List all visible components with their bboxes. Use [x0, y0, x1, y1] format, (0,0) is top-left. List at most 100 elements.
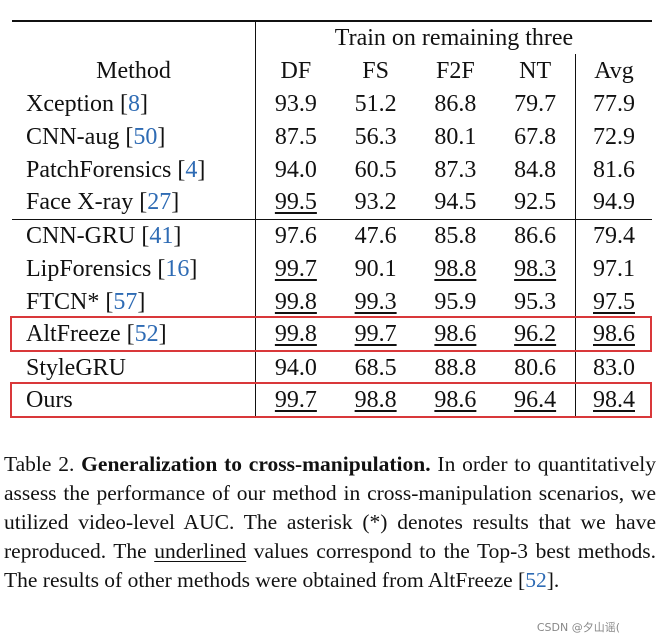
value: 96.4 — [514, 387, 557, 413]
value-cell: 90.1 — [336, 252, 416, 285]
group-header: Train on remaining three — [334, 25, 574, 51]
value: 98.8 — [434, 255, 477, 282]
citation-link[interactable]: 8 — [127, 90, 140, 117]
method-name-cell: Face X-ray [27] — [12, 186, 256, 219]
method-name: LipForensics — [26, 255, 152, 282]
method-name: PatchForensics — [26, 156, 172, 183]
column-header-nt: NT — [519, 57, 552, 84]
value-cell: 99.3 — [336, 285, 416, 318]
method-name: AltFreeze — [26, 321, 121, 348]
caption-text-2: values correspond to the Top-3 best meth… — [4, 539, 657, 592]
value-cell: 96.2 — [495, 318, 575, 351]
value-cell: 98.4 — [575, 384, 652, 418]
table-row: CNN-GRU [41] 97.6 47.6 85.8 86.6 79.4 — [12, 218, 652, 252]
value-cell: 97.5 — [575, 285, 652, 318]
value: 98.6 — [593, 321, 635, 348]
value: 95.3 — [514, 288, 557, 315]
value-cell: 99.7 — [336, 318, 416, 351]
column-header-fs: FS — [362, 57, 389, 84]
citation-link[interactable]: 57 — [113, 288, 138, 315]
table-row: Ours 99.7 98.8 98.6 96.4 98.4 — [12, 384, 652, 418]
value-cell: 95.9 — [416, 285, 496, 318]
table-row: Face X-ray [27] 99.5 93.2 94.5 92.5 94.9 — [12, 186, 652, 219]
value-cell: 98.8 — [335, 384, 416, 418]
method-name-cell: AltFreeze [52] — [12, 318, 256, 351]
caption-citation-link[interactable]: 52 — [525, 568, 547, 592]
value-cell: 80.1 — [416, 120, 496, 153]
value-cell: 92.5 — [495, 186, 575, 219]
value-cell: 95.3 — [495, 285, 575, 318]
value-cell: 99.7 — [256, 252, 336, 285]
value-cell: 77.9 — [575, 87, 652, 120]
value: 87.3 — [434, 156, 477, 183]
value: 80.6 — [514, 354, 557, 381]
citation-link[interactable]: 41 — [149, 222, 174, 249]
value-cell: 99.5 — [256, 186, 336, 219]
value: 97.1 — [593, 255, 635, 282]
value: 98.6 — [434, 387, 477, 413]
value-cell: 60.5 — [336, 153, 416, 186]
value: 94.5 — [434, 189, 477, 216]
citation-link[interactable]: 16 — [165, 255, 190, 282]
value-cell: 97.6 — [255, 218, 336, 252]
method-name-cell: FTCN* [57] — [12, 285, 256, 318]
caption-title: Generalization to cross-manipulation. — [81, 452, 431, 476]
method-name-cell: Xception [8] — [12, 87, 256, 120]
table-row: FTCN* [57] 99.8 99.3 95.9 95.3 97.5 — [12, 285, 652, 318]
citation-link[interactable]: 4 — [185, 156, 198, 183]
table-caption: Table 2. Generalization to cross-manipul… — [4, 450, 656, 595]
citation-link[interactable]: 52 — [134, 321, 159, 348]
table-row: CNN-aug [50] 87.5 56.3 80.1 67.8 72.9 — [12, 120, 652, 153]
value-cell: 94.5 — [416, 186, 496, 219]
method-name: FTCN* — [26, 288, 100, 315]
value: 60.5 — [354, 156, 397, 183]
column-header-df: DF — [280, 57, 312, 84]
value-cell: 56.3 — [336, 120, 416, 153]
value: 99.7 — [354, 321, 397, 348]
column-header-avg: Avg — [575, 54, 652, 87]
method-name-cell: StyleGRU — [12, 350, 256, 384]
table-group-header-row: Train on remaining three — [12, 21, 652, 54]
value: 99.8 — [274, 321, 317, 348]
table-row: StyleGRU 94.0 68.5 88.8 80.6 83.0 — [12, 350, 652, 384]
value: 77.9 — [593, 90, 635, 117]
value: 98.8 — [354, 387, 397, 413]
caption-underlined-word: underlined — [154, 539, 247, 563]
value: 85.8 — [434, 222, 477, 249]
value-cell: 98.6 — [416, 318, 496, 351]
value: 99.7 — [274, 387, 317, 413]
value-cell: 94.0 — [256, 153, 336, 186]
value-cell: 99.8 — [256, 318, 336, 351]
table-row: LipForensics [16] 99.7 90.1 98.8 98.3 97.1 — [12, 252, 652, 285]
citation-link[interactable]: 50 — [133, 123, 158, 150]
value: 92.5 — [514, 189, 557, 216]
value-cell: 51.2 — [336, 87, 416, 120]
value-cell: 98.8 — [416, 252, 496, 285]
value: 87.5 — [274, 123, 317, 150]
value: 98.4 — [593, 387, 635, 413]
method-name-cell: CNN-GRU [41] — [12, 218, 256, 252]
results-table-container: Train on remaining three Method DF FS F2… — [10, 20, 652, 418]
watermark: CSDN @夕山谣( — [536, 621, 620, 634]
caption-label: Table 2. — [4, 452, 75, 476]
value: 51.2 — [354, 90, 397, 117]
value: 94.0 — [274, 156, 317, 183]
column-header-method: Method — [12, 54, 256, 87]
table-row: Xception [8] 93.9 51.2 86.8 79.7 77.9 — [12, 87, 652, 120]
value-cell: 87.3 — [416, 153, 496, 186]
value: 93.2 — [354, 189, 397, 216]
value-cell: 47.6 — [335, 218, 416, 252]
value-cell: 86.6 — [495, 218, 576, 252]
value: 97.6 — [274, 222, 317, 249]
value: 68.5 — [354, 354, 397, 381]
value: 95.9 — [434, 288, 477, 315]
value-cell: 93.2 — [336, 186, 416, 219]
method-name: Xception — [26, 90, 114, 117]
value-cell: 84.8 — [495, 153, 575, 186]
value: 96.2 — [514, 321, 557, 348]
citation-link[interactable]: 27 — [147, 189, 172, 216]
table-column-header-row: Method DF FS F2F NT Avg — [12, 54, 652, 87]
value: 99.5 — [274, 189, 317, 216]
value-cell: 81.6 — [575, 153, 652, 186]
